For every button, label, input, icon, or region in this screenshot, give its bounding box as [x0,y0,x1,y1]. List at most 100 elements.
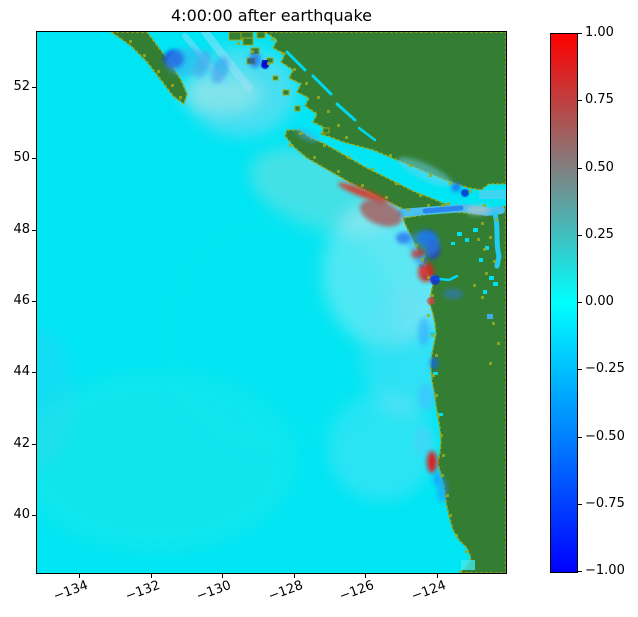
shoreline-speckle [323,144,326,147]
wave-blob [157,212,397,452]
island [294,105,301,112]
shoreline-speckle [441,474,444,477]
shoreline-speckle [442,454,445,457]
shoreline-speckle [345,136,348,139]
y-tick-mark [32,372,36,374]
shoreline-speckle [129,40,132,43]
y-tick-mark [32,443,36,445]
water-channel [311,74,333,96]
wave-blob [466,205,490,215]
shoreline-speckle [481,296,484,299]
wave-blob [427,297,435,305]
wave-blob [249,52,261,68]
x-tick-label: −124 [409,578,448,605]
wave-blob [437,477,447,503]
colorbar [550,33,578,573]
shoreline-speckle [483,248,486,251]
colorbar-tick-label: 0.00 [585,294,614,309]
shoreline-speckle [441,204,444,207]
shoreline-speckle [337,170,340,173]
water-inlet [487,314,493,319]
colorbar-tick-mark [578,369,582,371]
y-tick-mark [32,300,36,302]
water-inlet [485,246,489,250]
wave-blob [418,318,430,346]
shoreline-speckle [293,68,296,71]
colorbar-tick-mark [578,33,582,34]
shoreline-speckle [171,84,174,87]
y-tick-label: 48 [13,221,30,237]
colorbar-tick-mark [578,436,582,438]
water-inlet [465,238,469,242]
wave-blob [396,232,412,244]
shoreline-speckle [469,190,472,193]
shoreline-speckle [427,204,430,207]
x-tick-label: −134 [51,578,91,605]
colorbar-gradient [551,34,577,572]
water-inlet [479,258,483,262]
wave-blob [430,275,440,285]
water-channel [335,102,357,122]
shoreline-speckle [495,218,498,221]
water-inlet [451,242,455,245]
y-tick-label: 44 [13,364,30,380]
island [242,37,254,46]
shoreline-speckle [157,70,160,73]
shoreline-speckle [327,110,330,113]
inlet-channel-layer [182,32,506,570]
shoreline-speckle [313,156,316,159]
colorbar-tick-mark [578,302,582,303]
plot-area [36,31,507,574]
x-tick-mark [293,574,295,578]
shoreline-speckle [281,52,284,55]
water-inlet [461,560,475,570]
shoreline-speckle [337,124,340,127]
water-inlet [483,290,487,294]
y-tick-label: 40 [13,506,30,522]
shoreline-speckle [421,258,424,261]
colorbar-tick-label: 0.75 [585,92,614,108]
island [256,32,266,39]
shoreline-speckle [437,414,440,417]
x-tick-label: −132 [123,578,162,605]
y-tick-label: 52 [13,78,30,94]
x-tick-mark [222,574,224,578]
y-tick-mark [32,514,36,516]
colorbar-tick-mark [578,167,582,169]
shoreline-speckle [317,96,320,99]
land-polygon [401,205,506,573]
shoreline-speckle [305,82,308,85]
shoreline-speckle [271,38,274,41]
water-inlet [493,282,498,286]
colorbar-tick-mark [578,503,582,505]
water-inlet [489,276,494,280]
shoreline-speckle [446,494,449,497]
x-tick-mark [436,574,438,578]
land-layer [109,32,506,573]
wave-blob [418,384,434,410]
water-channel [357,126,377,142]
shoreline-speckle [429,174,432,177]
shoreline-speckle [347,156,350,159]
colorbar-tick-mark [578,234,582,236]
shoreline-speckle [473,284,476,287]
shoreline-speckle [477,238,480,241]
wave-blob [413,426,433,456]
shoreline-speckle [489,236,492,239]
wave-blob [430,357,438,369]
wave-blob [337,182,389,204]
y-tick-label: 42 [13,435,30,451]
shoreline-speckle [419,194,422,197]
shoreline-speckle [449,514,452,517]
shoreline-speckle [143,54,146,57]
x-tick-label: −128 [266,578,305,605]
colorbar-tick-mark [578,571,582,572]
colorbar-tick-label: 0.50 [585,159,614,175]
shoreline-speckle [427,276,430,279]
shoreline-speckle [395,182,398,185]
shoreline-speckle [493,260,496,263]
land-polygon [109,32,188,106]
shoreline-speckle [447,202,450,205]
wave-blob [194,49,212,79]
shoreline-speckle [481,222,484,225]
